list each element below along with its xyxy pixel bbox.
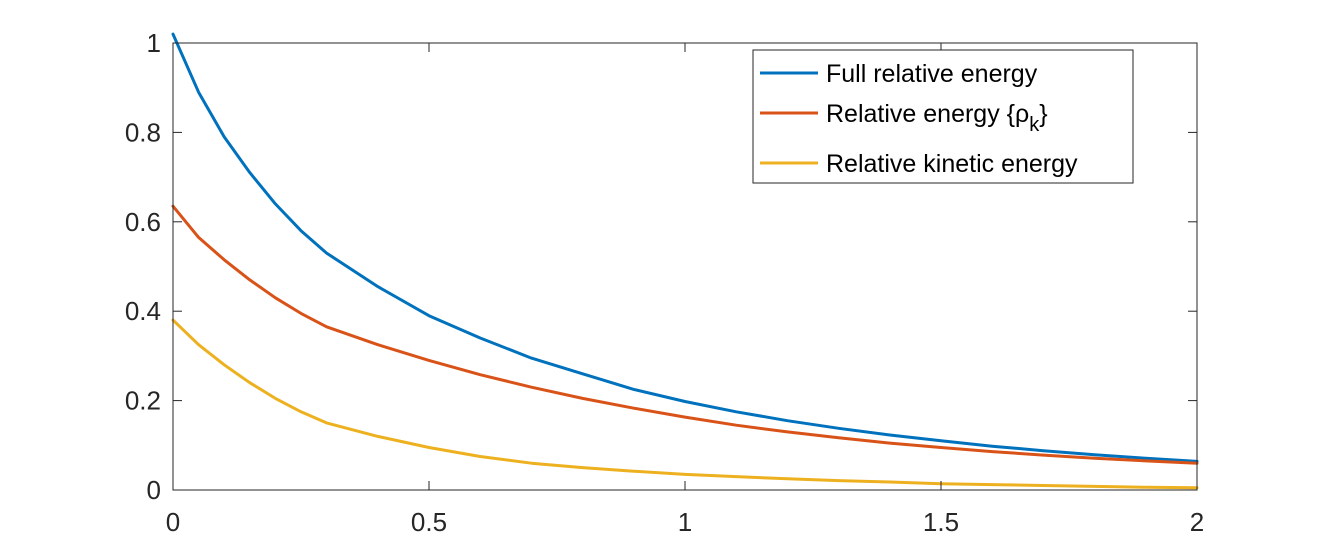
x-tick-label: 0.5: [411, 507, 447, 537]
series-layer: [171, 32, 1199, 490]
legend-label-text: Full relative energy: [826, 60, 1038, 88]
y-tick-label: 0: [147, 475, 161, 505]
series-line-3: [171, 318, 1199, 490]
x-tick-label: 2: [1190, 507, 1204, 537]
legend-label-subscript: k: [1029, 114, 1040, 136]
y-tick-label: 0.4: [125, 296, 161, 326]
y-tick-label: 0.8: [125, 117, 161, 147]
x-tick-label: 1.5: [923, 507, 959, 537]
y-tick-label: 0.2: [125, 386, 161, 416]
x-tick-label: 1: [678, 507, 692, 537]
series-line-1: [171, 32, 1199, 463]
axes-layer: 0 0.5 1 1.5 2 0 0.2 0.4 0.6 0.8 1: [125, 28, 1204, 537]
legend: Full relative energy Relative energy {ρk}…: [752, 49, 1134, 184]
legend-label-text: Relative kinetic energy: [826, 150, 1078, 178]
y-tick-label: 0.6: [125, 207, 161, 237]
y-tick-label: 1: [147, 28, 161, 58]
legend-label-2: Relative energy {ρk}: [826, 100, 1048, 136]
legend-label-close: }: [1039, 100, 1047, 128]
legend-label-3: Relative kinetic energy: [826, 150, 1078, 178]
x-tick-label: 0: [166, 507, 180, 537]
legend-label-text: Relative energy {ρ: [826, 100, 1029, 128]
legend-label-1: Full relative energy: [826, 60, 1038, 88]
series-line-2: [171, 204, 1199, 465]
